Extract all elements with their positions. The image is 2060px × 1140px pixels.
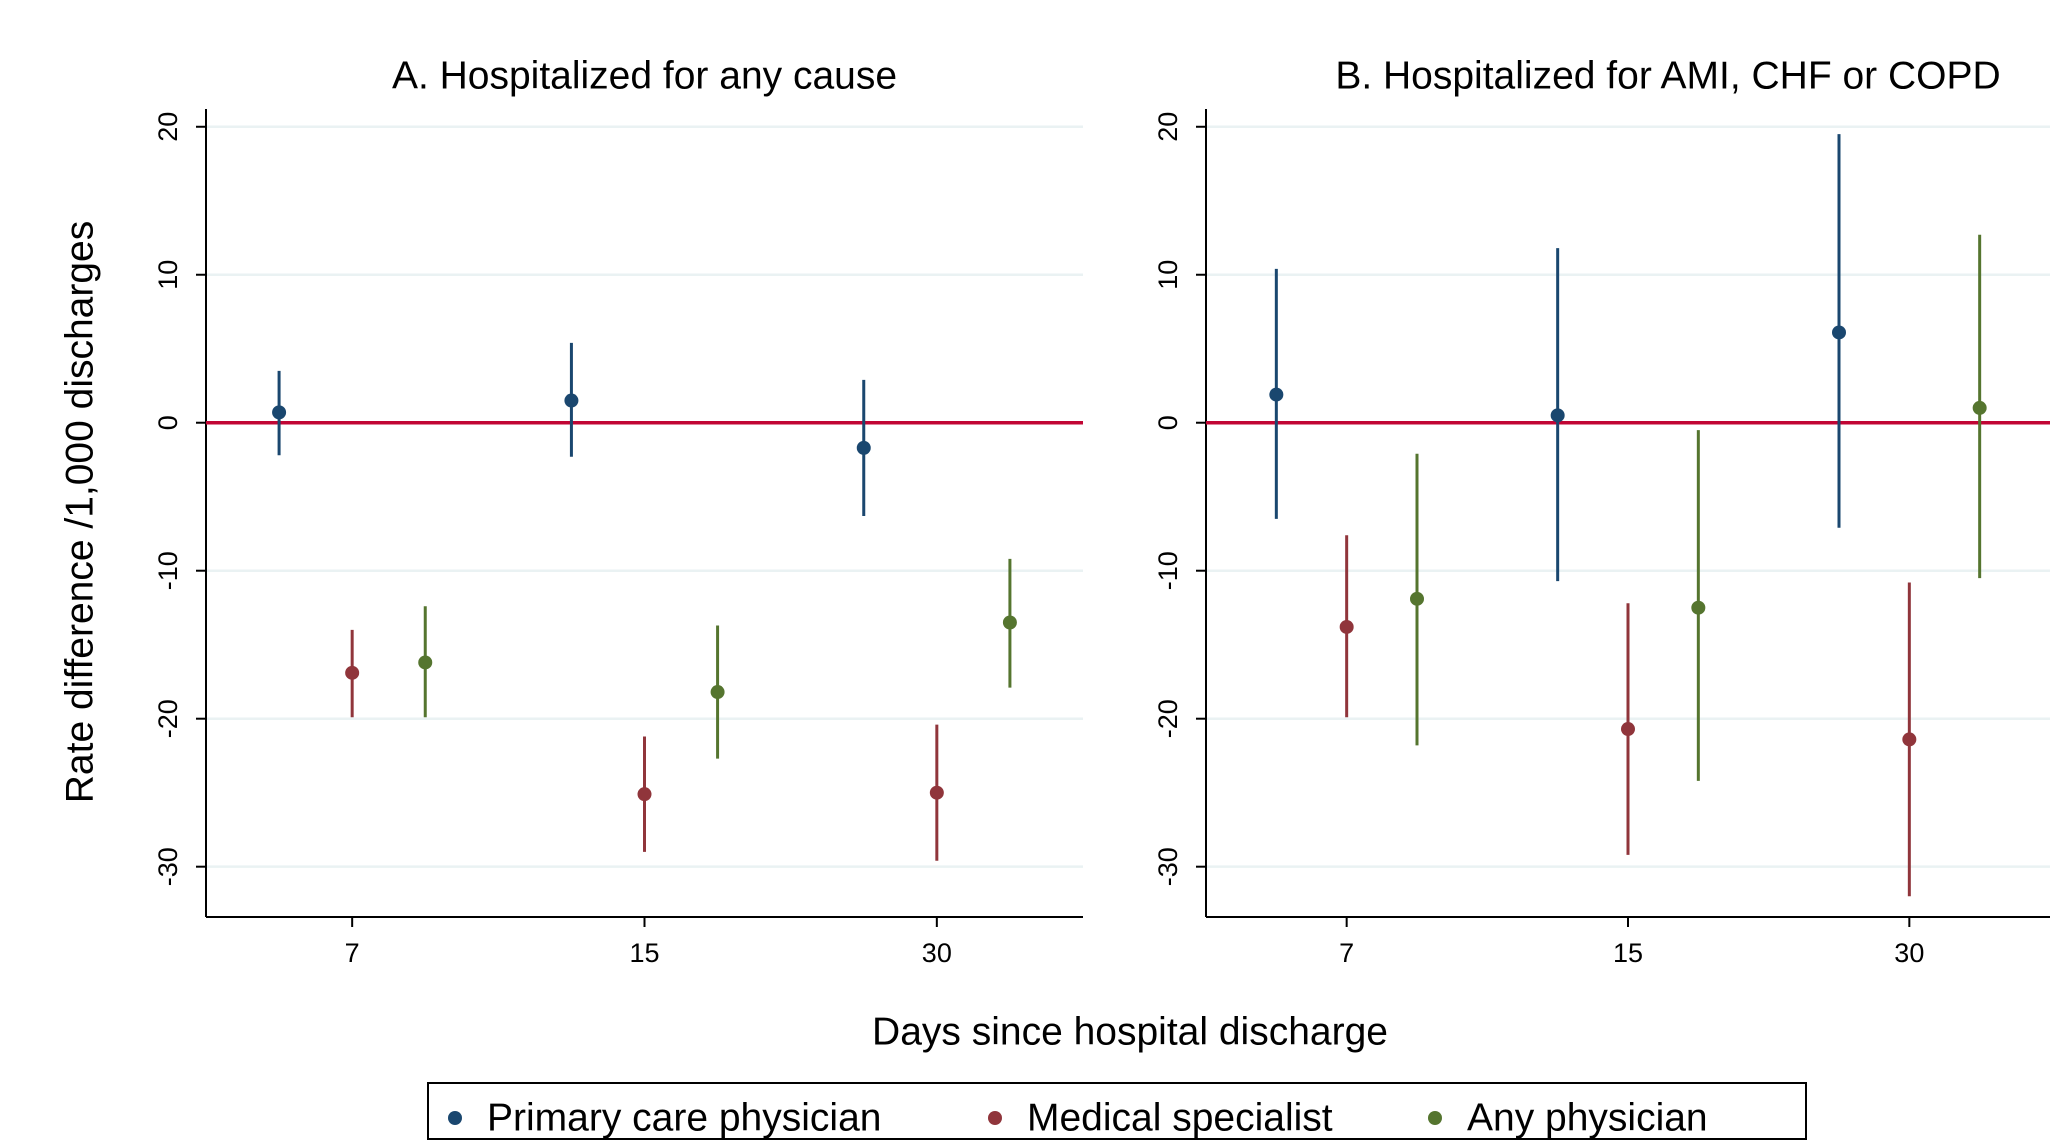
x-tick-label: 30 [922,938,952,968]
legend-label: Primary care physician [487,1096,881,1139]
point [856,440,871,455]
y-tick-label: 10 [1153,260,1183,290]
point [1269,387,1284,402]
legend-box [427,1082,1807,1140]
y-axis-title: Rate difference /1,000 discharges [58,221,101,804]
chart-title: B. Hospitalized for AMI, CHF or COPD [1335,54,2000,97]
point [1410,591,1424,606]
point [1550,408,1565,423]
x-tick-label: 30 [1894,938,1924,968]
x-tick-label: 7 [345,938,360,968]
y-tick-label: 20 [1153,112,1183,142]
point [1691,600,1706,615]
x-tick-label: 7 [1339,938,1354,968]
y-tick-label: -30 [1153,847,1183,886]
point [929,785,944,800]
y-tick-label: -10 [1153,551,1183,590]
point [1972,400,1987,415]
y-tick-label: 10 [153,260,183,290]
point [1002,615,1017,630]
point [710,685,725,700]
legend-label: Medical specialist [1027,1096,1333,1139]
point [272,405,287,420]
point [1621,722,1635,737]
y-tick-label: -30 [153,847,183,886]
y-tick-label: 0 [153,415,183,430]
point [637,787,652,802]
y-tick-label: -10 [153,551,183,590]
legend-marker [1428,1111,1442,1125]
y-tick-label: -20 [1153,699,1183,738]
y-tick-label: 20 [153,112,183,142]
legend-marker [448,1111,462,1125]
x-tick-label: 15 [629,938,659,968]
point [1902,732,1917,747]
point [1339,619,1354,634]
point [564,393,579,408]
point [1832,325,1846,340]
legend-label: Any physician [1467,1096,1708,1139]
x-axis-title: Days since hospital discharge [872,1010,1388,1053]
y-tick-label: -20 [153,699,183,738]
y-tick-label: 0 [1153,415,1183,430]
legend-marker [988,1111,1002,1125]
x-tick-label: 15 [1613,938,1643,968]
point [418,655,433,670]
chart-title: A. Hospitalized for any cause [392,54,897,97]
point [345,665,360,680]
